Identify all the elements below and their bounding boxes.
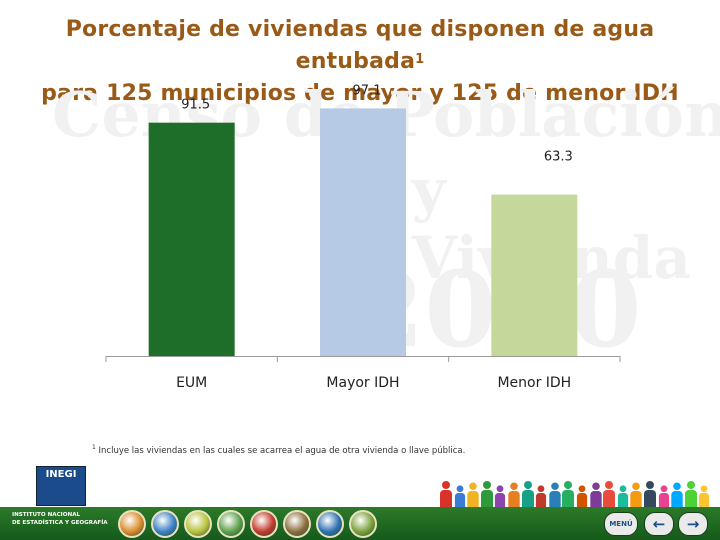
person-figure [658, 485, 669, 510]
x-axis-ticks [105, 356, 621, 362]
person-figure [576, 485, 588, 510]
footnote: 1 Incluye las viviendas en las cuales se… [92, 444, 465, 456]
title-line-2: para 125 municipios de mayor y 125 de me… [41, 81, 679, 106]
bar-1 [320, 108, 406, 357]
person-figure [562, 481, 575, 510]
person-figure [480, 481, 493, 510]
health-icon[interactable] [151, 510, 179, 538]
person-figure [671, 482, 683, 510]
chart-title: Porcentaje de viviendas que disponen de … [0, 14, 720, 110]
category-labels: EUM Mayor IDH Menor IDH [176, 375, 571, 391]
bar-0 [148, 122, 235, 356]
education-icon[interactable] [118, 510, 146, 538]
person-figure [644, 481, 656, 510]
person-figure [440, 481, 452, 510]
title-footnote-marker: 1 [415, 52, 425, 67]
family-icon[interactable] [217, 510, 245, 538]
logo-line-2: DE ESTADÍSTICA Y GEOGRAFÍA [12, 520, 108, 526]
value-label-1: 97.1 [353, 83, 382, 98]
document-icon[interactable] [349, 510, 377, 538]
housing-icon[interactable] [250, 510, 278, 538]
arrow-right-icon: → [686, 515, 700, 533]
value-label-0: 91.5 [181, 98, 210, 113]
map-icon[interactable] [316, 510, 344, 538]
category-label-1: Mayor IDH [326, 375, 399, 391]
person-figure [617, 485, 628, 510]
person-figure [699, 485, 710, 510]
bar-2 [491, 194, 578, 356]
person-figure [508, 482, 520, 510]
logo-line-1: INSTITUTO NACIONAL [12, 512, 81, 518]
person-figure [630, 482, 643, 510]
person-figure [549, 482, 561, 510]
topic-icons [118, 510, 398, 538]
category-label-2: Menor IDH [497, 375, 571, 391]
category-label-0: EUM [176, 375, 207, 391]
person-figure [603, 481, 616, 510]
logo-acronym: INEGI [45, 469, 77, 480]
footnote-text: Incluye las viviendas en las cuales se a… [98, 445, 466, 456]
previous-button[interactable]: ← [644, 512, 674, 536]
people-illustration [440, 470, 716, 510]
people-icon[interactable] [184, 510, 212, 538]
person-figure [684, 481, 697, 510]
person-figure [454, 485, 465, 510]
menu-button-label: MENÚ [609, 520, 633, 528]
arrow-left-icon: ← [652, 515, 666, 533]
value-label-2: 63.3 [544, 150, 573, 165]
person-figure [495, 485, 506, 510]
title-line-1: Porcentaje de viviendas que disponen de … [65, 17, 655, 74]
person-figure [536, 485, 547, 510]
inegi-logo: INEGI INSTITUTO NACIONAL DE ESTADÍSTICA … [12, 466, 108, 534]
footnote-marker: 1 [92, 444, 96, 451]
menu-button[interactable]: MENÚ [604, 512, 638, 536]
inegi-logo-mark: INEGI [36, 466, 86, 506]
economy-icon[interactable] [283, 510, 311, 538]
bars-group [148, 108, 578, 357]
person-figure [521, 481, 534, 510]
value-labels: 91.5 97.1 63.3 [181, 83, 573, 164]
next-button[interactable]: → [678, 512, 708, 536]
person-figure [589, 482, 602, 510]
person-figure [467, 482, 479, 510]
